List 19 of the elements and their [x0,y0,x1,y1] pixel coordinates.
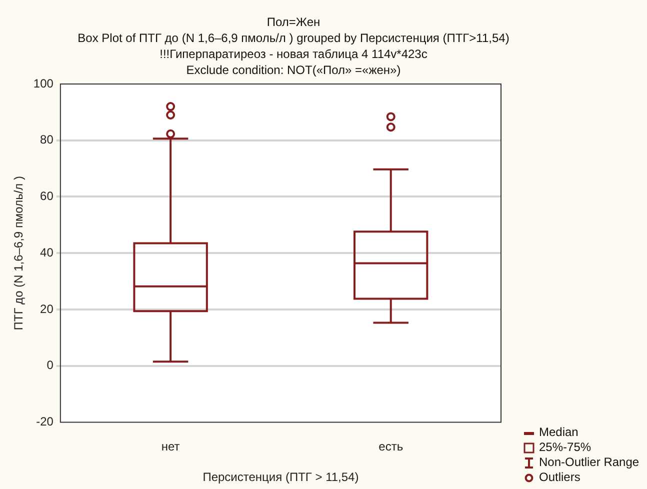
y-tick-label: 100 [33,76,54,90]
x-tick-label: есть [378,440,404,454]
y-tick-label: 20 [40,302,54,316]
x-axis-title: Персистенция (ПТГ > 11,54) [202,470,359,484]
text: Median [539,425,578,439]
y-tick-label: 60 [40,189,54,204]
y-tick-label: 0 [46,358,54,372]
y-axis-title: ПТГ до (N 1,6–6,9 пмоль/л ) [12,176,26,330]
y-tick-label: 80 [40,132,54,147]
chart-subtitle: Box Plot of ПТГ до (N 1,6–6,9 пмоль/л ) grouped by Персистенция (ПТГ>11,54) [76,30,510,46]
y-tick-label: -20 [36,414,54,429]
text: Outliers [539,470,580,484]
x-tick-label: нет [161,440,180,454]
text: Exclude condition: NOT(«Пол» =«жен») [185,62,402,78]
chart-title: Пол=Жен [266,14,322,30]
text: 25%-75% [539,440,592,454]
text: !!!Гиперпаратиреоз - новая таблица 4 114v*423c [158,46,428,62]
y-tick-label: 40 [40,245,54,260]
text: Non-Outlier Range [539,455,640,469]
